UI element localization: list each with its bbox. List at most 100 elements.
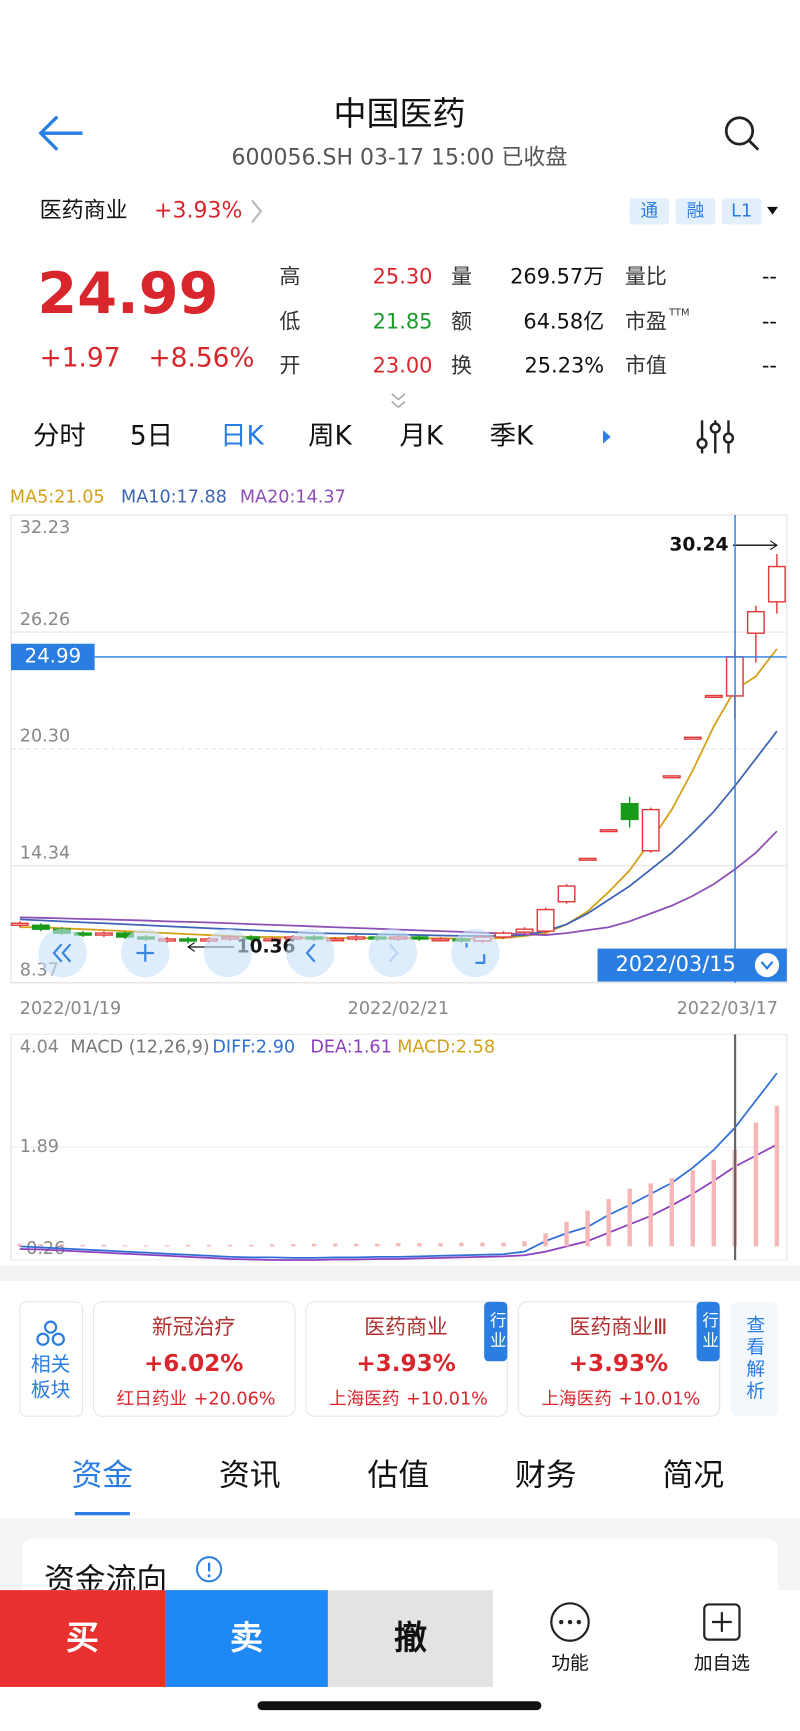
candle-body <box>599 829 618 833</box>
y-tick-label: 20.30 <box>20 727 70 747</box>
candle-body <box>494 932 513 938</box>
macd-bar <box>522 1241 527 1247</box>
tags-dropdown[interactable] <box>766 206 778 215</box>
card-tag-label: 行业 <box>487 1311 506 1351</box>
date-picker-chevron <box>760 961 774 971</box>
next-button[interactable] <box>368 928 418 978</box>
function-button[interactable] <box>550 1602 590 1642</box>
period-tab[interactable]: 周K <box>308 420 352 451</box>
back-button[interactable] <box>38 115 83 151</box>
card-change: +3.93% <box>356 1351 455 1377</box>
macd-title: MACD (12,26,9) <box>70 1038 209 1058</box>
sector-name[interactable]: 医药商业 <box>40 198 128 223</box>
related-card[interactable] <box>92 1301 296 1417</box>
high-marker: 30.24 <box>669 535 728 556</box>
macd-bar <box>459 1242 464 1247</box>
section-card <box>22 1538 778 1605</box>
related-cards: 新冠治疗 +6.02% 红日药业 +20.06% 医药商业 +3.93% 上海医药 +10.0… <box>92 1301 721 1417</box>
card-name: 医药商业Ⅲ <box>569 1315 667 1339</box>
section-tab[interactable]: 财务 <box>515 1457 577 1493</box>
candle-body <box>683 736 702 740</box>
macd-bar <box>501 1242 506 1247</box>
candle-body <box>557 885 576 903</box>
low-arrow-head <box>187 942 195 952</box>
expand-icon[interactable] <box>391 393 406 409</box>
related-label: 板块 <box>31 1378 71 1401</box>
candle-body <box>767 565 786 603</box>
high-arrow-head <box>769 540 778 551</box>
period-tab[interactable]: 分时 <box>33 420 86 451</box>
watch-label: 加自选 <box>694 1653 750 1674</box>
macd-bar <box>333 1243 338 1247</box>
watch-button[interactable] <box>703 1603 741 1641</box>
buy-button[interactable] <box>0 1590 166 1687</box>
stat-value: -- <box>762 264 777 288</box>
prev-step-button[interactable] <box>286 928 335 978</box>
macd-bar <box>122 1245 128 1247</box>
section-tab[interactable]: 估值 <box>368 1457 430 1493</box>
market-tag[interactable] <box>721 198 762 225</box>
market-tag[interactable] <box>675 198 716 225</box>
macd-bar <box>143 1245 149 1247</box>
macd-bar <box>669 1178 674 1247</box>
section-tab[interactable]: 资金 <box>72 1457 134 1493</box>
x-tick-label: 2022/01/19 <box>20 999 121 1019</box>
candle-body <box>662 775 681 779</box>
section-tab[interactable]: 资讯 <box>219 1457 281 1493</box>
price-change-pct: +8.56% <box>149 342 255 373</box>
search-button[interactable] <box>724 116 760 151</box>
macd-legend: DIFF:2.90 <box>212 1038 295 1058</box>
macd-bar <box>80 1244 86 1247</box>
candle-body <box>620 803 639 821</box>
period-tab[interactable]: 日K <box>220 420 264 451</box>
candle-body <box>10 922 29 926</box>
section-tab[interactable]: 简况 <box>662 1457 724 1493</box>
macd-bar <box>312 1243 317 1247</box>
more-link[interactable]: 查看解析 <box>743 1315 764 1403</box>
macd-bar <box>711 1159 717 1247</box>
market-tag[interactable] <box>629 198 670 225</box>
market-tag-label: 融 <box>687 201 705 221</box>
period-tab[interactable]: 月K <box>399 420 443 451</box>
sell-button[interactable] <box>165 1590 328 1687</box>
macd-bar <box>396 1243 401 1247</box>
function-label: 功能 <box>551 1653 588 1674</box>
stat-label: 市盈 <box>625 309 667 333</box>
stock-title: 中国医药 <box>333 94 465 133</box>
fullscreen-button[interactable] <box>451 928 500 978</box>
info-icon[interactable] <box>195 1556 223 1583</box>
cancel-button[interactable] <box>327 1590 493 1687</box>
candle-body <box>263 938 282 942</box>
macd-bar <box>417 1243 422 1247</box>
period-tab[interactable]: 季K <box>490 420 534 451</box>
stat-value: 64.58亿 <box>523 309 604 333</box>
stat-label: 市值 <box>625 353 667 377</box>
period-tab[interactable]: 5日 <box>130 420 173 451</box>
price: 24.99 <box>37 261 218 327</box>
macd-legend: MACD:2.58 <box>397 1038 495 1058</box>
related-label: 相关 <box>31 1353 71 1376</box>
related-card[interactable] <box>517 1301 721 1417</box>
card-name: 医药商业 <box>364 1315 448 1339</box>
candle-body <box>179 938 198 942</box>
y-tick-label: 4.04 <box>20 1038 59 1058</box>
related-card[interactable] <box>305 1301 508 1417</box>
card-tag <box>484 1301 508 1362</box>
date-picker-icon[interactable] <box>754 952 780 978</box>
stat-label: 开 <box>280 353 301 377</box>
stat-label: 量 <box>451 264 472 288</box>
related-label-box[interactable] <box>19 1301 84 1417</box>
tabs-more[interactable] <box>603 430 611 444</box>
card-leader-change: +10.01% <box>618 1390 700 1410</box>
candle-body <box>31 924 50 930</box>
last-price-box <box>11 643 95 671</box>
macd-bar <box>375 1243 380 1247</box>
macd-bar <box>354 1243 359 1247</box>
chevron <box>251 199 263 223</box>
settings-button[interactable] <box>696 420 735 454</box>
candle-body <box>431 938 450 942</box>
more-box[interactable] <box>730 1301 778 1417</box>
card-leader: 上海医药 <box>329 1390 399 1410</box>
prev-button[interactable] <box>203 928 252 978</box>
